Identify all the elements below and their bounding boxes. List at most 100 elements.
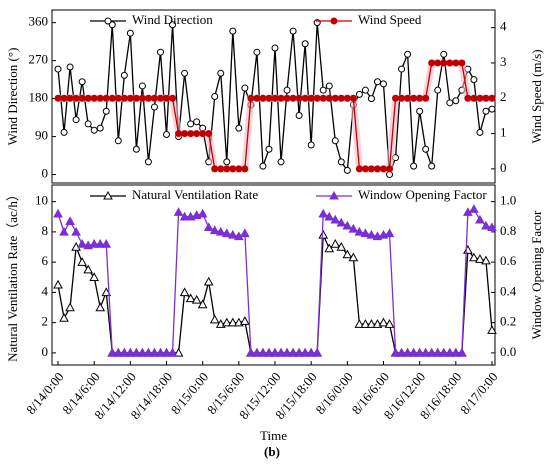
legend-marker [329,190,339,200]
marker [343,166,351,174]
marker [221,317,232,327]
marker [301,94,309,102]
marker [277,94,285,102]
marker [217,165,225,173]
marker [89,272,100,281]
marker [221,228,232,238]
marker [264,347,274,357]
marker [434,59,442,67]
marker [271,44,279,52]
marker [342,249,353,259]
marker [211,93,219,100]
marker [469,252,479,262]
marker [325,94,333,102]
marker [337,94,345,102]
marker [410,94,418,102]
marker [289,94,297,102]
marker [96,124,104,132]
marker [125,347,136,357]
marker [259,162,267,170]
marker [354,226,365,236]
marker [487,222,497,232]
marker [209,314,220,324]
legend-label: Window Opening Factor [358,187,487,202]
marker [241,84,249,92]
marker [336,241,347,251]
marker [241,165,249,173]
marker [476,94,484,102]
marker [481,220,491,230]
marker [416,94,424,102]
marker [398,94,406,102]
marker [283,86,291,94]
marker [348,252,359,262]
y2-tick-label: 0.6 [500,253,517,268]
marker [84,94,92,102]
marker [199,130,207,138]
marker [434,86,442,94]
marker [295,94,303,102]
marker [217,69,225,77]
caption: (b) [264,444,280,459]
marker [119,347,130,357]
x-tick-label: 8/15/0:00 [168,369,212,417]
marker [420,347,431,357]
marker [156,48,164,56]
marker [209,225,220,235]
marker [325,82,333,90]
y2-tick-label: 2 [500,89,507,104]
y-tick-label: 4 [42,283,49,298]
marker [53,279,63,289]
marker [294,347,304,357]
marker [271,94,279,102]
marker [378,317,389,327]
legend-label: Wind Direction [132,12,213,27]
marker [410,162,418,170]
marker [487,325,497,334]
marker [440,59,448,67]
marker [438,347,449,357]
marker [138,94,146,102]
marker [422,94,430,102]
marker [306,347,317,357]
y-axis-title: Wind Direction (°) [5,48,20,146]
marker [360,319,371,328]
marker [169,94,177,102]
marker [270,347,280,357]
marker [144,158,152,166]
marker [108,21,116,29]
x-tick-label: 8/16/0:00 [312,369,356,417]
marker [324,211,335,221]
marker [185,293,196,303]
marker [295,111,303,119]
marker [379,165,387,173]
series-line [57,234,493,354]
marker [65,216,75,226]
marker [366,319,377,328]
marker [289,27,297,35]
marker [229,27,237,35]
marker [66,63,74,71]
marker [440,50,448,58]
marker [348,223,359,233]
marker [227,317,238,327]
marker [367,165,375,173]
marker [72,116,80,124]
marker [384,319,395,328]
marker [187,130,195,138]
marker [108,94,116,102]
y-tick-label: 0 [42,344,49,359]
y-tick-label: 180 [29,90,49,105]
y2-tick-label: 0.4 [500,283,517,298]
marker [476,128,484,136]
marker [89,238,100,248]
x-tick-label: 8/17/0:00 [457,369,501,417]
marker [422,145,430,153]
marker [414,347,425,357]
marker [167,347,178,357]
marker [259,94,267,102]
marker [126,94,134,102]
marker [84,120,92,128]
marker [446,99,454,107]
marker [367,95,375,103]
